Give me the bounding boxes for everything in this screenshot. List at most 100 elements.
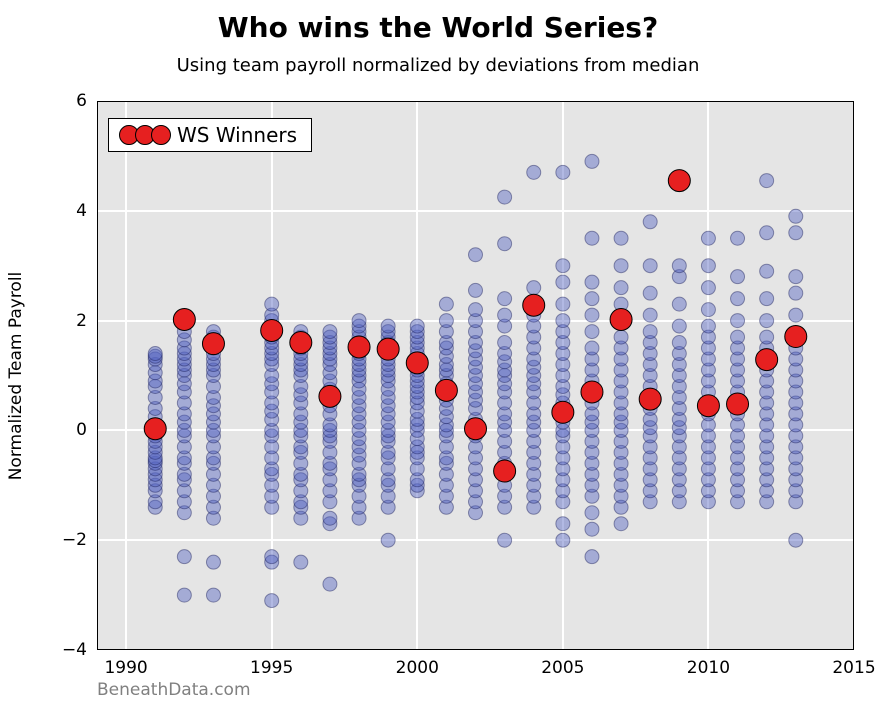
team-point [672, 319, 686, 333]
winner-point [494, 460, 516, 482]
team-point [527, 165, 541, 179]
team-point [556, 275, 570, 289]
winner-point [144, 418, 166, 440]
team-point [614, 281, 628, 295]
winner-point [668, 170, 690, 192]
winner-point [290, 332, 312, 354]
team-point [206, 588, 220, 602]
team-point [556, 517, 570, 531]
winner-point [756, 349, 778, 371]
team-point [701, 259, 715, 273]
chart-canvas: Who wins the World Series? Using team pa… [0, 0, 876, 711]
team-point [527, 281, 541, 295]
team-point [323, 325, 337, 339]
team-point [643, 286, 657, 300]
winner-point [348, 336, 370, 358]
attribution-text: BeneathData.com [97, 680, 251, 700]
team-point [585, 154, 599, 168]
legend: WS Winners [108, 118, 312, 152]
winner-point [465, 418, 487, 440]
team-point [585, 522, 599, 536]
team-point [439, 314, 453, 328]
team-point [585, 292, 599, 306]
team-point [731, 292, 745, 306]
team-point [498, 292, 512, 306]
winner-point [173, 309, 195, 331]
team-point [206, 555, 220, 569]
team-point [439, 297, 453, 311]
winner-point [610, 309, 632, 331]
team-point [760, 226, 774, 240]
team-point [498, 237, 512, 251]
team-point [148, 347, 162, 361]
team-point [789, 226, 803, 240]
team-point [731, 330, 745, 344]
winner-point [727, 393, 749, 415]
team-point [585, 275, 599, 289]
team-point [498, 190, 512, 204]
team-point [585, 325, 599, 339]
team-point [789, 270, 803, 284]
team-point [410, 319, 424, 333]
team-point [760, 174, 774, 188]
winner-point [435, 379, 457, 401]
team-point [556, 314, 570, 328]
team-point [556, 297, 570, 311]
legend-label: WS Winners [177, 123, 297, 147]
team-point [323, 511, 337, 525]
team-point [701, 281, 715, 295]
team-point [760, 314, 774, 328]
team-point [265, 550, 279, 564]
team-point [585, 308, 599, 322]
winner-point [377, 338, 399, 360]
winner-point [319, 385, 341, 407]
team-point [789, 209, 803, 223]
team-point [789, 308, 803, 322]
winner-point [406, 352, 428, 374]
winner-point [552, 401, 574, 423]
team-point [789, 286, 803, 300]
team-point [760, 292, 774, 306]
team-point [265, 594, 279, 608]
team-point [614, 259, 628, 273]
team-point [672, 297, 686, 311]
team-point [760, 330, 774, 344]
team-point [352, 314, 366, 328]
points-layer [0, 0, 876, 711]
team-point [614, 231, 628, 245]
team-point [643, 325, 657, 339]
team-point [731, 231, 745, 245]
team-point [556, 533, 570, 547]
team-point [381, 319, 395, 333]
team-point [760, 264, 774, 278]
team-point [294, 555, 308, 569]
winner-point [202, 333, 224, 355]
team-point [556, 259, 570, 273]
team-point [672, 336, 686, 350]
winner-point [581, 381, 603, 403]
team-point [498, 308, 512, 322]
team-point [585, 341, 599, 355]
team-point [701, 303, 715, 317]
team-point [614, 517, 628, 531]
winner-point [785, 326, 807, 348]
team-point [469, 248, 483, 262]
winner-point [523, 294, 545, 316]
team-point [643, 308, 657, 322]
team-point [585, 506, 599, 520]
team-point [469, 283, 483, 297]
team-point [469, 303, 483, 317]
team-point [177, 550, 191, 564]
team-point [731, 270, 745, 284]
team-point [498, 533, 512, 547]
legend-marker [119, 125, 167, 145]
team-point [701, 319, 715, 333]
team-point [498, 336, 512, 350]
winner-point [639, 388, 661, 410]
team-point [556, 165, 570, 179]
team-point [789, 533, 803, 547]
y-axis-label: Normalized Team Payroll [6, 272, 26, 481]
team-point [585, 550, 599, 564]
team-point [614, 330, 628, 344]
team-point [672, 259, 686, 273]
